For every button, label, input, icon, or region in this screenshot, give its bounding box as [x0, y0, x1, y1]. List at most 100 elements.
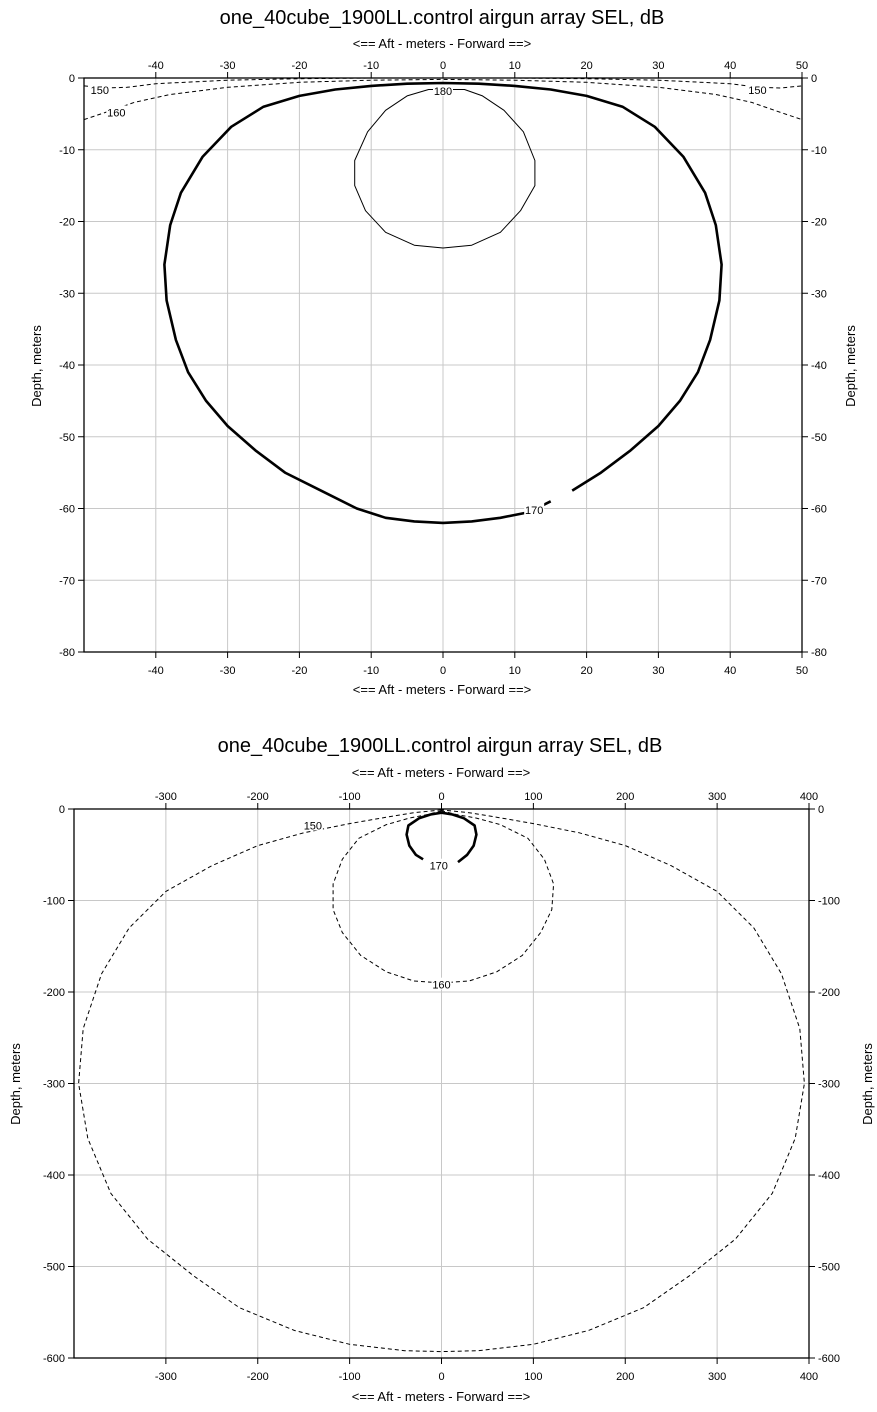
x-tick-label-top: 40	[724, 60, 736, 72]
x-tick-label-top: 0	[438, 791, 444, 803]
x-tick-label-bottom: -10	[363, 665, 379, 677]
contour-label-bg	[524, 502, 545, 515]
x-tick-label-bottom: -200	[247, 1371, 269, 1383]
contour-label-180: 180	[434, 86, 452, 98]
y-tick-label-right: -30	[811, 288, 827, 300]
y-axis-label-left: Depth, meters	[8, 1043, 23, 1125]
x-tick-label-bottom: 40	[724, 665, 736, 677]
y-axis-label-left: Depth, meters	[29, 325, 44, 407]
x-tick-label-top: 20	[580, 60, 592, 72]
x-tick-label-top: 10	[509, 60, 521, 72]
y-tick-label-left: -80	[59, 647, 75, 659]
y-tick-label-right: 0	[818, 804, 824, 816]
contour-label-150: 150	[304, 820, 322, 832]
y-tick-label-right: -10	[811, 145, 827, 157]
x-tick-label-top: -10	[363, 60, 379, 72]
contour-label-170: 170	[430, 861, 448, 873]
y-tick-label-right: -20	[811, 217, 827, 229]
contour-170	[405, 811, 478, 864]
x-tick-label-top: -20	[291, 60, 307, 72]
y-tick-label-left: -70	[59, 575, 75, 587]
y-tick-label-left: -20	[59, 217, 75, 229]
y-tick-label-right: -50	[811, 432, 827, 444]
contour-label-bg	[106, 105, 127, 118]
chart-bottom: one_40cube_1900LL.control airgun array S…	[8, 735, 875, 1404]
contour-label-170: 170	[525, 505, 543, 517]
y-tick-label-right: -600	[818, 1353, 840, 1365]
y-tick-label-left: -40	[59, 360, 75, 372]
contour-label-bg	[302, 818, 323, 831]
contour-160	[83, 78, 803, 121]
x-tick-label-bottom: 20	[580, 665, 592, 677]
y-tick-label-right: -400	[818, 1170, 840, 1182]
y-tick-label-left: -30	[59, 288, 75, 300]
x-tick-label-top: -100	[339, 791, 361, 803]
contour-label-bg	[428, 858, 449, 871]
contour-150	[78, 809, 805, 1353]
y-tick-label-left: 0	[59, 804, 65, 816]
y-tick-label-right: 0	[811, 73, 817, 85]
x-axis-label-top: <== Aft - meters - Forward ==>	[353, 36, 531, 51]
y-axis-label-right: Depth, meters	[860, 1043, 875, 1125]
contour-label-160: 160	[432, 980, 450, 992]
x-tick-label-bottom: 30	[652, 665, 664, 677]
x-axis-label-top: <== Aft - meters - Forward ==>	[352, 765, 530, 780]
y-tick-label-left: -200	[43, 987, 65, 999]
contour-label-bg	[89, 83, 110, 96]
chart-title: one_40cube_1900LL.control airgun array S…	[218, 735, 663, 757]
y-tick-label-left: -500	[43, 1262, 65, 1274]
y-tick-label-left: -60	[59, 504, 75, 516]
y-tick-label-left: -400	[43, 1170, 65, 1182]
y-tick-label-right: -70	[811, 575, 827, 587]
y-tick-label-right: -500	[818, 1262, 840, 1274]
x-tick-label-top: 0	[440, 60, 446, 72]
x-tick-label-top: 50	[796, 60, 808, 72]
y-tick-label-right: -100	[818, 896, 840, 908]
x-tick-label-bottom: -40	[148, 665, 164, 677]
chart-top: one_40cube_1900LL.control airgun array S…	[29, 7, 858, 697]
x-tick-label-bottom: -300	[155, 1371, 177, 1383]
contour-170	[163, 81, 723, 525]
y-tick-label-right: -300	[818, 1079, 840, 1091]
y-tick-label-left: 0	[69, 73, 75, 85]
y-tick-label-left: -100	[43, 896, 65, 908]
contour-label-bg	[747, 83, 768, 96]
x-tick-label-top: 200	[616, 791, 634, 803]
contour-label-bg	[431, 977, 452, 990]
x-axis-label-bottom: <== Aft - meters - Forward ==>	[352, 1389, 530, 1404]
y-axis-label-right: Depth, meters	[843, 325, 858, 407]
y-tick-label-left: -50	[59, 432, 75, 444]
x-tick-label-bottom: 10	[509, 665, 521, 677]
x-tick-label-top: 300	[708, 791, 726, 803]
y-tick-label-left: -300	[43, 1079, 65, 1091]
x-axis-label-bottom: <== Aft - meters - Forward ==>	[353, 682, 531, 697]
x-tick-label-bottom: 0	[440, 665, 446, 677]
contour-160	[332, 810, 555, 984]
x-tick-label-top: 100	[524, 791, 542, 803]
x-tick-label-bottom: -30	[220, 665, 236, 677]
x-tick-label-bottom: 0	[438, 1371, 444, 1383]
x-tick-label-top: 400	[800, 791, 818, 803]
y-tick-label-right: -40	[811, 360, 827, 372]
x-tick-label-top: -300	[155, 791, 177, 803]
y-tick-label-right: -60	[811, 504, 827, 516]
contour-label-160: 160	[107, 107, 125, 119]
x-tick-label-bottom: -20	[291, 665, 307, 677]
y-tick-label-left: -600	[43, 1353, 65, 1365]
contour-label-bg	[433, 83, 453, 96]
x-tick-label-top: 30	[652, 60, 664, 72]
x-tick-label-top: -200	[247, 791, 269, 803]
x-tick-label-bottom: 400	[800, 1371, 818, 1383]
x-tick-label-top: -40	[148, 60, 164, 72]
x-tick-label-bottom: 200	[616, 1371, 634, 1383]
y-tick-label-right: -80	[811, 647, 827, 659]
y-tick-label-right: -200	[818, 987, 840, 999]
x-tick-label-bottom: 100	[524, 1371, 542, 1383]
x-tick-label-bottom: 50	[796, 665, 808, 677]
contour-label-150: 150	[91, 85, 109, 97]
y-tick-label-left: -10	[59, 145, 75, 157]
chart-title: one_40cube_1900LL.control airgun array S…	[220, 7, 665, 29]
x-tick-label-bottom: 300	[708, 1371, 726, 1383]
x-tick-label-bottom: -100	[339, 1371, 361, 1383]
